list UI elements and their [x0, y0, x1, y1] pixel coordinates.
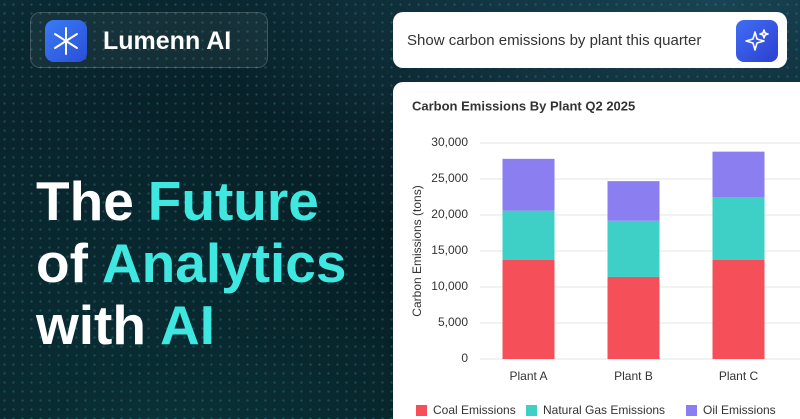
headline-word: The [36, 170, 134, 232]
x-tick-label: Plant B [614, 369, 653, 383]
bar-segment [712, 151, 765, 197]
bar-segment [502, 210, 555, 260]
y-tick-label: 15,000 [431, 243, 468, 257]
brand: Lumenn AI [30, 12, 268, 68]
legend-label: Oil Emissions [703, 403, 776, 417]
chart-title: Carbon Emissions By Plant Q2 2025 [412, 98, 635, 113]
bar-segment [712, 197, 765, 260]
headline-word: with [36, 294, 146, 356]
legend-label: Coal Emissions [433, 403, 516, 417]
y-tick-label: 20,000 [431, 207, 468, 221]
y-tick-label: 10,000 [431, 279, 468, 293]
x-tick-label: Plant C [719, 369, 759, 383]
y-tick-label: 25,000 [431, 171, 468, 185]
x-tick-label: Plant A [509, 369, 547, 383]
legend-label: Natural Gas Emissions [543, 403, 665, 417]
legend-swatch [526, 405, 537, 416]
bar-segment [607, 220, 660, 277]
headline-line: with AI [36, 294, 360, 356]
headline-word: Future [147, 170, 319, 232]
headline-line: The Future [36, 170, 360, 232]
bar-segment [607, 181, 660, 221]
logo-icon [54, 27, 78, 55]
legend-swatch [416, 405, 427, 416]
bar-segment [607, 276, 660, 359]
headline-word: Analytics [101, 232, 347, 294]
search-button[interactable] [736, 20, 778, 62]
headline: The Future of Analytics with AI [36, 170, 360, 356]
headline-word: AI [159, 294, 215, 356]
legend-swatch [686, 405, 697, 416]
y-tick-label: 5,000 [438, 315, 468, 329]
y-tick-label: 0 [461, 351, 468, 365]
chart: Carbon Emissions By Plant Q2 2025 Carbon… [410, 98, 800, 417]
logo [45, 20, 87, 62]
brand-name: Lumenn AI [103, 27, 232, 55]
bar-segment [712, 259, 765, 359]
chart-card: Carbon Emissions By Plant Q2 2025 Carbon… [393, 82, 800, 419]
search-query[interactable]: Show carbon emissions by plant this quar… [407, 32, 702, 49]
y-axis-label: Carbon Emissions (tons) [410, 185, 424, 316]
sparkle-icon [745, 29, 769, 51]
bar-segment [502, 259, 555, 359]
y-tick-label: 30,000 [431, 135, 468, 149]
headline-word: of [36, 232, 88, 294]
headline-line: of Analytics [36, 232, 360, 294]
search-box[interactable]: Show carbon emissions by plant this quar… [393, 12, 787, 68]
bar-segment [502, 158, 555, 211]
